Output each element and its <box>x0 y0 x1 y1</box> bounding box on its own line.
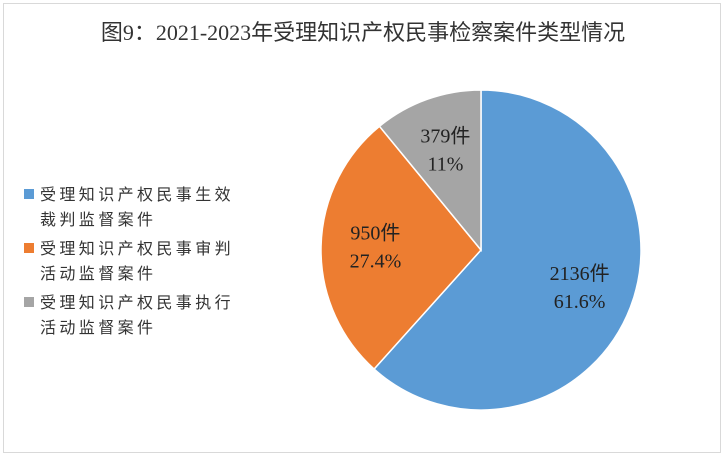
value-label: 950件 <box>350 222 400 245</box>
value-label: 2136件 <box>550 262 610 285</box>
pie-slice <box>373 89 642 411</box>
chart-frame <box>3 3 721 453</box>
legend-swatch <box>24 297 34 307</box>
pie-slice <box>320 125 482 371</box>
percent-label: 11% <box>427 154 463 176</box>
legend-swatch <box>24 243 34 253</box>
legend-label: 受理知识产权民事执行活动监督案件 <box>40 293 235 337</box>
legend-item: 受理知识产权民事生效裁判监督案件 <box>24 182 264 232</box>
legend-item: 受理知识产权民事审判活动监督案件 <box>24 236 264 286</box>
legend-item: 受理知识产权民事执行活动监督案件 <box>24 290 264 340</box>
legend: 受理知识产权民事生效裁判监督案件 受理知识产权民事审判活动监督案件 受理知识产权民事… <box>24 182 264 344</box>
legend-swatch <box>24 189 34 199</box>
percent-label: 61.6% <box>554 291 606 313</box>
percent-label: 27.4% <box>350 251 402 273</box>
chart-title: 图9：2021-2023年受理知识产权民事检察案件类型情况 <box>101 20 625 45</box>
legend-label: 受理知识产权民事生效裁判监督案件 <box>40 185 235 229</box>
value-label: 379件 <box>420 125 470 148</box>
legend-label: 受理知识产权民事审判活动监督案件 <box>40 239 235 283</box>
pie-slice <box>378 89 482 253</box>
